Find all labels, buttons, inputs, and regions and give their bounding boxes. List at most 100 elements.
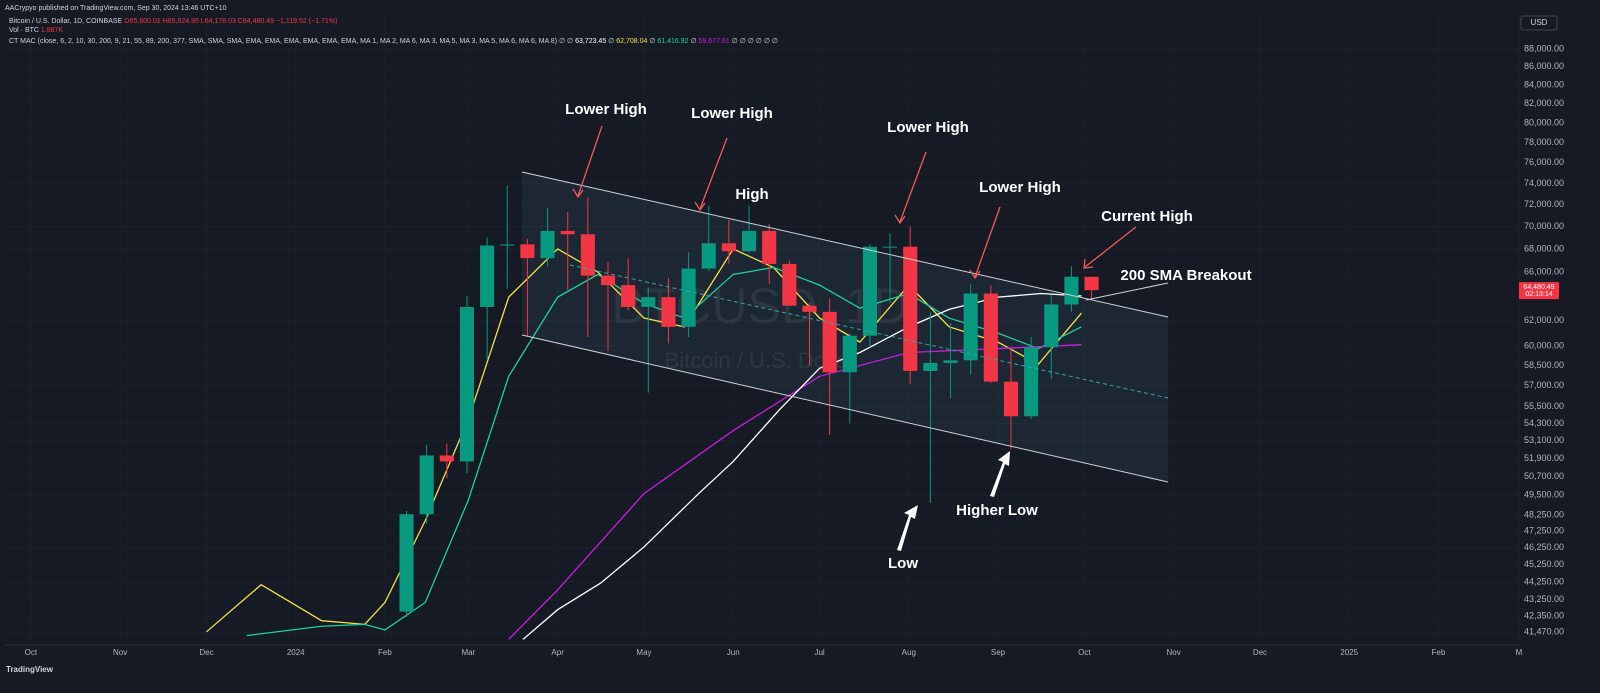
channel-bottom (521, 334, 1169, 483)
candle-body (903, 246, 918, 371)
candle-body (943, 360, 958, 363)
candle-body (701, 243, 716, 269)
y-tick-label: 47,250.00 (1524, 526, 1564, 536)
higher-low-arrow (990, 451, 1010, 497)
candle-body (480, 245, 495, 307)
x-tick-label: Jun (727, 648, 740, 657)
x-tick-label: Feb (1432, 648, 1446, 657)
annotation: Lower High (979, 179, 1061, 196)
x-tick-label: Aug (902, 648, 916, 657)
candle-body (1084, 276, 1099, 291)
y-tick-label: 70,000.00 (1524, 221, 1564, 231)
x-tick-label: Sep (991, 648, 1006, 657)
y-tick-label: 43,250.00 (1524, 594, 1564, 604)
candle-body (399, 514, 414, 612)
annotation: High (735, 186, 768, 203)
annotation: Current High (1101, 208, 1193, 225)
y-tick-label: 80,000.00 (1524, 117, 1564, 127)
candle-body (1024, 347, 1039, 417)
y-tick-label: 66,000.00 (1524, 266, 1564, 276)
candle-body (500, 244, 515, 246)
y-tick-label: 54,300.00 (1524, 418, 1564, 428)
annotation: Lower High (565, 101, 647, 118)
red-arrows (572, 125, 1137, 280)
footer-logo: TradingView (6, 665, 54, 674)
annotation: Higher Low (956, 502, 1038, 519)
watermark-symbol: BTCUSD, 1D (611, 278, 908, 334)
candle-body (1044, 304, 1059, 348)
countdown: 02:13:14 (1525, 291, 1552, 298)
x-tick-label: Nov (1166, 648, 1180, 657)
y-tick-label: 62,000.00 (1524, 315, 1564, 325)
y-tick-label: 53,100.00 (1524, 435, 1564, 445)
y-tick-label: 48,250.00 (1524, 509, 1564, 519)
y-tick-label: 78,000.00 (1524, 137, 1564, 147)
candle-body (580, 234, 595, 276)
indicator-value: 63,723.45 (575, 38, 607, 45)
candle-body (741, 230, 757, 252)
candle-body (661, 297, 676, 327)
volume-line: Vol · BTC 1.887K (9, 27, 63, 34)
symbol-line: Bitcoin / U.S. Dollar, 1D, COINBASE O65,… (9, 18, 337, 25)
y-tick-label: 45,250.00 (1524, 559, 1564, 569)
currency-box[interactable] (1520, 15, 1558, 31)
breakout-line (1085, 282, 1169, 301)
y-tick-label: 41,470.00 (1524, 627, 1564, 637)
candle-body (842, 335, 857, 373)
y-tick-label: 57,000.00 (1524, 380, 1564, 390)
x-tick-label: Apr (551, 648, 564, 657)
candle-body (862, 246, 877, 336)
y-tick-label: 68,000.00 (1524, 243, 1564, 253)
moving-average (206, 248, 1082, 633)
x-tick-label: Feb (378, 648, 392, 657)
candle-body (1003, 381, 1019, 417)
annotation: Lower High (887, 119, 969, 136)
grid (5, 15, 1520, 645)
candle-body (681, 268, 696, 327)
indicator: CT MAC (close, 6, 2, 10, 30, 200, 9, 21,… (9, 38, 574, 45)
symbol: Bitcoin / U.S. Dollar, 1D, COINBASE (9, 18, 123, 25)
y-tick-label: 42,350.00 (1524, 610, 1564, 620)
candle-body (560, 230, 575, 235)
candle-body (439, 455, 454, 462)
candle-body (883, 246, 898, 248)
candle-body (600, 275, 616, 286)
y-tick-label: 50,700.00 (1524, 471, 1564, 481)
y-tick-label: 84,000.00 (1524, 79, 1564, 89)
indicator-tail: ∅ ∅ ∅ ∅ ∅ ∅ (731, 38, 778, 45)
indicator-value: 61,416.92 (657, 38, 689, 45)
x-tick-label: M (1516, 648, 1523, 657)
axes: 88,000.00 86,000.00 84,000.00 82,000.00 80,0… (25, 43, 1564, 657)
y-tick-label: 86,000.00 (1524, 61, 1564, 71)
x-tick-label: Jul (814, 648, 824, 657)
x-tick-label: Nov (113, 648, 127, 657)
x-tick-label: 2025 (1340, 648, 1358, 657)
x-tick-label: Oct (25, 648, 38, 657)
ohlc: O65,600.01 H65,624.95 L64,178.03 C64,480… (124, 18, 338, 25)
annotation: Low (888, 555, 918, 572)
y-tick-label: 82,000.00 (1524, 98, 1564, 108)
candle-body (782, 263, 797, 306)
price-label: 64,480.49 (1523, 284, 1554, 291)
y-tick-label: 76,000.00 (1524, 157, 1564, 167)
x-tick-label: Mar (462, 648, 476, 657)
y-tick-label: 49,500.00 (1524, 490, 1564, 500)
y-tick-label: 51,900.00 (1524, 453, 1564, 463)
currency[interactable]: USD (1531, 18, 1548, 27)
indicator-value: 62,708.04 (616, 38, 648, 45)
candle-body (963, 293, 978, 361)
annotations: Lower High Lower High High Lower High Lower … (565, 101, 1251, 572)
x-tick-label: Dec (1253, 648, 1267, 657)
candle-body (621, 285, 636, 307)
y-tick-label: 88,000.00 (1524, 43, 1564, 53)
y-tick-label: 72,000.00 (1524, 199, 1564, 209)
candle-body (762, 230, 777, 264)
y-tick-label: 44,250.00 (1524, 576, 1564, 586)
y-tick-label: 74,000.00 (1524, 178, 1564, 188)
price-label-box (1519, 282, 1559, 300)
candle-body (540, 230, 555, 259)
annotation: 200 SMA Breakout (1120, 267, 1251, 284)
